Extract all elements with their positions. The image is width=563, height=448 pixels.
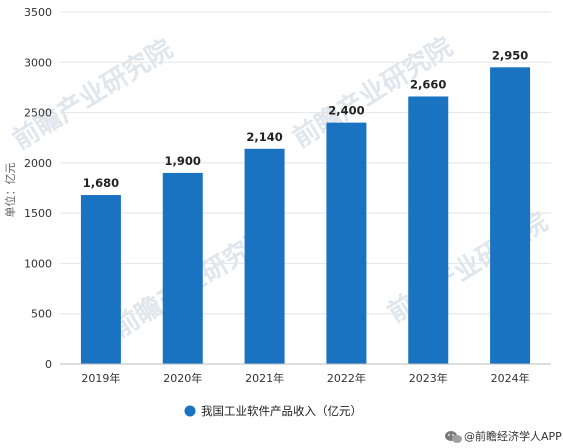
data-label: 2,950 xyxy=(492,48,528,62)
bar xyxy=(490,67,531,365)
x-tick-label: 2019年 xyxy=(81,371,120,385)
gridlines xyxy=(60,11,551,315)
data-label: 1,900 xyxy=(165,154,201,168)
x-axis-ticks: 2019年 2020年 2021年 2022年 2023年 2024年 xyxy=(81,371,529,385)
bar xyxy=(162,172,203,364)
y-tick-label: 2000 xyxy=(24,157,52,170)
y-tick-label: 2500 xyxy=(24,107,52,120)
y-axis-ticks: 0 500 1000 1500 2000 2500 3000 3500 xyxy=(24,6,52,371)
x-tick-label: 2024年 xyxy=(491,371,530,385)
data-label: 1,680 xyxy=(83,176,119,190)
wechat-icon xyxy=(445,431,462,443)
legend: 我国工业软件产品收入（亿元） xyxy=(184,404,362,418)
bar xyxy=(244,148,285,364)
bars xyxy=(80,67,531,365)
footer-source: @前瞻经济学人APP xyxy=(445,429,562,443)
source-text: @前瞻经济学人APP xyxy=(464,429,562,443)
data-labels: 1,680 1,900 2,140 2,400 2,660 2,950 xyxy=(83,48,529,190)
data-label: 2,140 xyxy=(246,130,282,144)
bar xyxy=(326,122,367,364)
data-label: 2,660 xyxy=(410,77,446,91)
y-tick-label: 1000 xyxy=(24,257,52,270)
data-label: 2,400 xyxy=(328,104,364,118)
y-tick-label: 0 xyxy=(45,358,52,371)
bar xyxy=(408,96,449,364)
x-tick-label: 2020年 xyxy=(163,371,202,385)
x-tick-label: 2021年 xyxy=(245,371,284,385)
x-tick-label: 2022年 xyxy=(327,371,366,385)
legend-marker xyxy=(184,405,196,417)
y-tick-label: 3500 xyxy=(24,6,52,19)
y-tick-label: 500 xyxy=(31,308,52,321)
y-tick-label: 3000 xyxy=(24,56,52,69)
x-tick-label: 2023年 xyxy=(409,371,448,385)
watermark-text: 前瞻产业研究院 xyxy=(7,33,178,156)
bar xyxy=(80,195,121,364)
y-tick-label: 1500 xyxy=(24,207,52,220)
legend-label: 我国工业软件产品收入（亿元） xyxy=(201,404,362,418)
y-axis-title: 单位：亿元 xyxy=(3,163,17,218)
